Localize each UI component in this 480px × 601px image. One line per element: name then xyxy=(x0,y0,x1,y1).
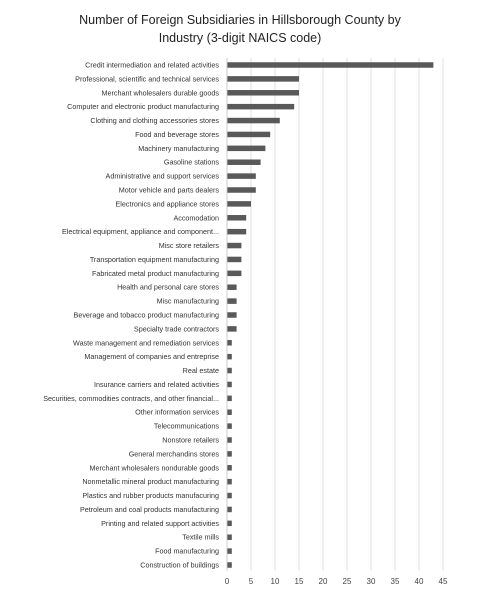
bar xyxy=(227,228,247,235)
bar xyxy=(227,506,232,513)
category-label: Other information services xyxy=(135,408,219,417)
x-tick-label: 20 xyxy=(319,577,328,586)
bar xyxy=(227,215,247,221)
bar xyxy=(227,270,242,277)
bar xyxy=(227,340,232,346)
bar xyxy=(227,326,237,332)
category-label: Specialty trade contractors xyxy=(134,324,219,333)
category-label: Plastics and rubber products manufacurin… xyxy=(82,491,219,500)
category-label: Food and beverage stores xyxy=(135,130,219,139)
bar xyxy=(227,395,232,402)
bar xyxy=(227,478,232,485)
bar xyxy=(227,145,266,152)
bar xyxy=(227,381,232,388)
x-tick-label: 35 xyxy=(391,577,400,586)
chart-title-line-2: Industry (3-digit NAICS code) xyxy=(159,31,322,45)
bar xyxy=(227,131,271,138)
chart-title: Number of Foreign Subsidiaries in Hillsb… xyxy=(79,13,401,45)
bar xyxy=(227,201,251,207)
bar xyxy=(227,353,232,360)
bar xyxy=(227,256,242,263)
bar xyxy=(227,90,299,96)
category-label: Machinery manufacturing xyxy=(138,144,219,153)
category-label: Management of companies and entreprise xyxy=(84,352,219,361)
x-axis-tick-labels: 0 5 10 15 20 25 30 35 40 45 xyxy=(225,577,448,586)
category-label: Insurance carriers and related activitie… xyxy=(94,380,219,389)
bar xyxy=(227,298,237,304)
bar xyxy=(227,159,261,165)
bar xyxy=(227,187,256,193)
category-label: Securities, commodities contracts, and o… xyxy=(43,394,219,403)
x-tick-label: 15 xyxy=(295,577,304,586)
category-label: Transportation equipment manufacturing xyxy=(90,255,219,264)
category-label: Beverage and tobacco product manufacturi… xyxy=(74,311,219,320)
x-tick-label: 45 xyxy=(439,577,448,586)
category-label: Health and personal care stores xyxy=(117,283,219,292)
x-tick-label: 30 xyxy=(367,577,376,586)
category-label: Merchant wholesalers durable goods xyxy=(102,88,220,97)
bar xyxy=(227,492,232,499)
category-label: Electrical equipment, appliance and comp… xyxy=(62,227,219,236)
category-label: General merchandins stores xyxy=(129,449,220,458)
x-tick-label: 25 xyxy=(343,577,352,586)
category-label: Fabricated metal product manufacturing xyxy=(92,269,219,278)
bar xyxy=(227,312,237,318)
category-label: Gasoline stations xyxy=(164,158,220,167)
bar xyxy=(227,534,232,540)
bar xyxy=(227,173,256,179)
category-label: Construction of buildings xyxy=(140,561,219,570)
x-tick-label: 5 xyxy=(249,577,254,586)
category-label: Real estate xyxy=(183,366,219,375)
bar xyxy=(227,437,232,443)
gridlines xyxy=(226,58,444,571)
bar xyxy=(227,367,232,374)
category-label: Waste management and remediation service… xyxy=(73,338,219,347)
category-label: Petroleum and coal products manufacturin… xyxy=(80,505,219,514)
category-label: Electronics and appliance stores xyxy=(116,199,220,208)
bar xyxy=(227,423,232,429)
category-label: Professional, scientific and technical s… xyxy=(75,74,219,83)
category-label: Textile mills xyxy=(182,533,219,542)
category-labels: Credit intermediation and related activi… xyxy=(43,61,219,570)
category-label: Nonmetallic mineral product manufacturin… xyxy=(82,477,219,486)
x-tick-label: 40 xyxy=(415,577,424,586)
bar xyxy=(227,62,434,68)
category-label: Administrative and support services xyxy=(106,172,220,181)
bar xyxy=(227,103,295,110)
bars xyxy=(227,62,434,568)
x-tick-label: 10 xyxy=(271,577,280,586)
bar xyxy=(227,242,242,249)
category-label: Printing and related support activities xyxy=(101,519,219,528)
bar xyxy=(227,409,232,415)
bar xyxy=(227,562,232,568)
chart-title-line-1: Number of Foreign Subsidiaries in Hillsb… xyxy=(79,13,401,27)
category-label: Computer and electronic product manufact… xyxy=(67,102,219,111)
category-label: Misc manufacturing xyxy=(157,297,219,306)
bar xyxy=(227,548,232,554)
category-label: Clothing and clothing accessories stores xyxy=(90,116,219,125)
category-label: Motor vehicle and parts dealers xyxy=(119,186,220,195)
category-label: Credit intermediation and related activi… xyxy=(85,61,219,70)
category-label: Misc store retailers xyxy=(159,241,220,250)
category-label: Nonstore retailers xyxy=(162,436,219,445)
bar xyxy=(227,117,280,124)
category-label: Food manufacturing xyxy=(155,547,219,556)
category-label: Accomodation xyxy=(173,213,219,222)
bar xyxy=(227,520,232,527)
bar xyxy=(227,76,299,82)
bar xyxy=(227,284,237,290)
bar xyxy=(227,451,232,457)
x-tick-label: 0 xyxy=(225,577,230,586)
category-label: Merchant wholesalers nondurable goods xyxy=(90,463,220,472)
category-label: Telecommunications xyxy=(154,422,220,431)
bar xyxy=(227,465,232,471)
